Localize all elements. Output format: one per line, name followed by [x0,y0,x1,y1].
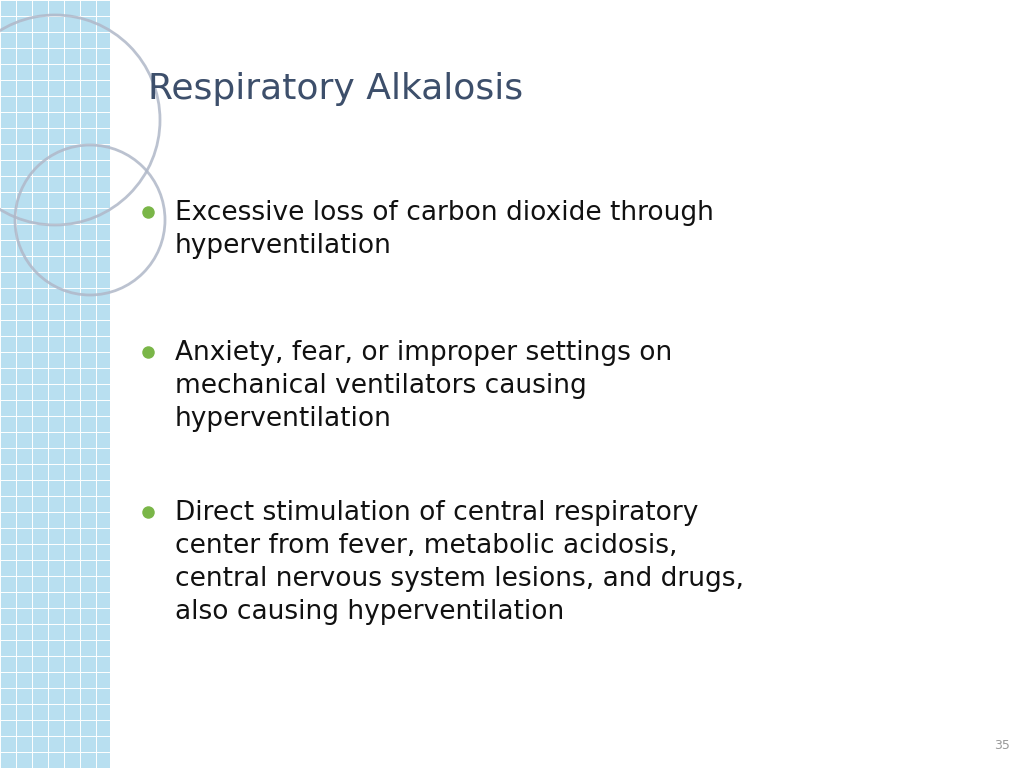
Text: Excessive loss of carbon dioxide through
hyperventilation: Excessive loss of carbon dioxide through… [175,200,714,259]
Text: Anxiety, fear, or improper settings on
mechanical ventilators causing
hyperventi: Anxiety, fear, or improper settings on m… [175,340,672,432]
Bar [0,0,110,768]
Text: 35: 35 [994,739,1010,752]
Text: Respiratory Alkalosis: Respiratory Alkalosis [148,72,523,106]
Text: Direct stimulation of central respiratory
center from fever, metabolic acidosis,: Direct stimulation of central respirator… [175,500,744,625]
